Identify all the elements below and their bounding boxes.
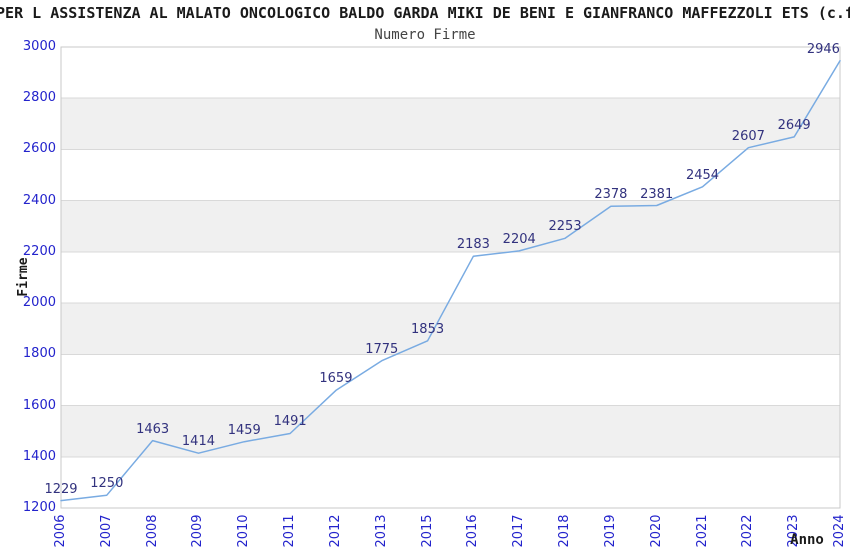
data-point-label: 1491	[273, 414, 307, 430]
data-point-label: 2381	[640, 186, 674, 202]
data-point-label: 1463	[136, 421, 170, 437]
data-point-label: 2253	[548, 219, 582, 235]
y-tick-label: 1400	[22, 448, 56, 464]
x-tick-label: 2016	[465, 514, 481, 548]
x-tick-label: 2011	[282, 514, 298, 548]
data-point-label: 1659	[319, 371, 353, 387]
page-title: PER L ASSISTENZA AL MALATO ONCOLOGICO BA…	[0, 4, 850, 22]
x-tick-label: 2024	[832, 514, 847, 548]
y-tick-label: 2000	[22, 295, 56, 311]
x-tick-label: 2015	[419, 514, 435, 548]
x-tick-label: 2012	[327, 514, 343, 548]
grid-band	[61, 405, 840, 457]
data-point-label: 1853	[411, 321, 445, 337]
data-point-label: 1775	[365, 341, 399, 357]
x-tick-label: 2008	[144, 514, 160, 548]
data-point-label: 2649	[777, 117, 811, 133]
data-point-label: 2204	[502, 231, 536, 247]
y-tick-label: 2600	[22, 141, 56, 157]
x-tick-label: 2009	[190, 514, 206, 548]
data-point-label: 2454	[685, 167, 720, 183]
data-point-label: 2183	[456, 237, 490, 253]
data-line	[60, 60, 841, 502]
x-tick-label: 2013	[373, 514, 389, 548]
data-point-label: 2946	[806, 41, 840, 57]
data-point-label: 1250	[90, 476, 124, 492]
data-point-label: 1229	[44, 481, 78, 497]
y-tick-label: 2200	[22, 243, 56, 259]
y-axis-title: Firme	[16, 257, 31, 297]
x-axis-title: Anno	[790, 532, 824, 548]
data-point-label: 1414	[181, 434, 215, 450]
x-tick-label: 2020	[648, 514, 664, 548]
x-tick-label: 2022	[740, 514, 756, 548]
y-tick-label: 1800	[22, 346, 56, 362]
x-tick-label: 2019	[602, 514, 618, 548]
y-tick-label: 1200	[22, 500, 56, 515]
chart-title: Numero Firme	[374, 27, 476, 43]
x-tick-label: 2007	[98, 514, 114, 548]
grid-band	[61, 98, 840, 150]
x-tick-label: 2017	[511, 514, 527, 548]
x-tick-label: 2018	[557, 514, 573, 548]
plot-border	[60, 46, 841, 509]
y-tick-label: 3000	[22, 39, 56, 54]
data-point-label: 1459	[227, 422, 261, 438]
grid-band	[61, 303, 840, 355]
grid-band	[61, 200, 840, 252]
x-tick-label: 2006	[53, 514, 68, 548]
x-tick-label: 2010	[236, 514, 252, 548]
x-tick-label: 2021	[694, 514, 710, 548]
data-point-label: 2607	[731, 128, 765, 144]
y-tick-label: 2800	[22, 90, 56, 106]
y-tick-label: 1600	[22, 397, 56, 413]
data-point-label: 2378	[594, 187, 628, 203]
y-tick-label: 2400	[22, 192, 56, 208]
